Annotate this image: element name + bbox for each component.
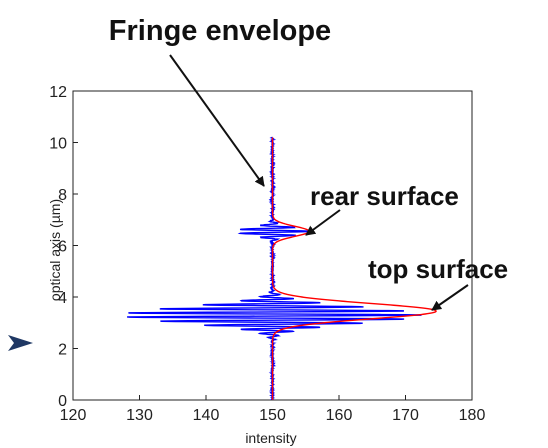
y-tick-label: 2 [58,342,67,359]
x-tick-label: 120 [60,407,87,424]
annotation-arrow-rear [305,209,341,236]
annotation-fringe-envelope: Fringe envelope [109,15,331,47]
y-tick-label: 0 [58,393,67,410]
series-fringe-envelope [271,137,437,400]
x-tick-label: 160 [326,407,353,424]
annotation-arrow-top [431,284,469,311]
annotation-arrow-fringe [169,54,265,187]
y-tick-label: 4 [58,290,67,307]
x-tick-label: 130 [126,407,153,424]
y-tick-label: 10 [49,136,67,153]
x-tick-label: 170 [392,407,419,424]
x-tick-label: 150 [259,407,286,424]
annotation-top-surface: top surface [368,254,508,284]
x-ticks: 120 130 140 150 160 170 180 [60,395,486,424]
x-tick-label: 180 [459,407,486,424]
y-tick-label: 8 [58,187,67,204]
arrow-marker-icon [8,335,33,351]
x-tick-label: 140 [193,407,220,424]
y-ticks: 0 2 4 6 8 10 12 [49,84,78,410]
y-axis-label: optical axis (µm) [47,199,63,301]
annotation-rear-surface: rear surface [310,181,459,211]
x-axis-label: intensity [245,430,296,446]
y-tick-label: 12 [49,84,67,101]
y-tick-label: 6 [58,239,67,256]
